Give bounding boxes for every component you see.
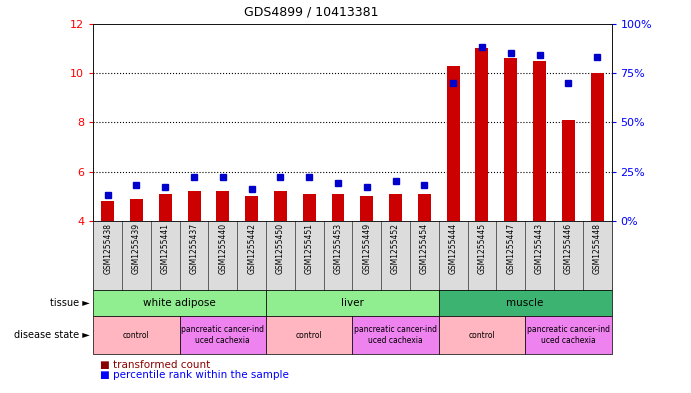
Text: GSM1255447: GSM1255447	[507, 223, 515, 274]
Bar	[332, 194, 345, 221]
Bar	[216, 191, 229, 221]
Bar	[591, 73, 604, 221]
Bar	[360, 196, 373, 221]
Text: control: control	[468, 331, 495, 340]
Bar	[562, 120, 575, 221]
Bar	[303, 194, 316, 221]
Bar	[274, 191, 287, 221]
Text: tissue ►: tissue ►	[50, 298, 90, 308]
Text: GSM1255452: GSM1255452	[391, 223, 400, 274]
Text: ■ percentile rank within the sample: ■ percentile rank within the sample	[100, 370, 289, 380]
Bar	[504, 58, 518, 221]
Text: white adipose: white adipose	[143, 298, 216, 308]
Text: GSM1255441: GSM1255441	[161, 223, 170, 274]
Bar	[101, 201, 114, 221]
Text: GSM1255440: GSM1255440	[218, 223, 227, 274]
Text: GSM1255444: GSM1255444	[448, 223, 457, 274]
Text: control: control	[296, 331, 323, 340]
Bar	[245, 196, 258, 221]
Bar	[130, 199, 143, 221]
Text: liver: liver	[341, 298, 364, 308]
Text: pancreatic cancer-ind
uced cachexia: pancreatic cancer-ind uced cachexia	[527, 325, 610, 345]
Bar	[389, 194, 402, 221]
Text: GSM1255454: GSM1255454	[420, 223, 429, 274]
Text: GSM1255443: GSM1255443	[535, 223, 544, 274]
Text: GSM1255451: GSM1255451	[305, 223, 314, 274]
Text: GSM1255438: GSM1255438	[103, 223, 112, 274]
Text: GSM1255437: GSM1255437	[189, 223, 198, 274]
Text: GSM1255449: GSM1255449	[362, 223, 371, 274]
Text: GSM1255446: GSM1255446	[564, 223, 573, 274]
Bar	[418, 194, 431, 221]
Text: GSM1255448: GSM1255448	[593, 223, 602, 274]
Text: GDS4899 / 10413381: GDS4899 / 10413381	[244, 6, 378, 19]
Text: GSM1255453: GSM1255453	[334, 223, 343, 274]
Text: pancreatic cancer-ind
uced cachexia: pancreatic cancer-ind uced cachexia	[181, 325, 265, 345]
Bar	[446, 66, 460, 221]
Text: GSM1255442: GSM1255442	[247, 223, 256, 274]
Bar	[187, 191, 200, 221]
Text: muscle: muscle	[507, 298, 544, 308]
Text: GSM1255439: GSM1255439	[132, 223, 141, 274]
Text: GSM1255445: GSM1255445	[477, 223, 486, 274]
Text: ■ transformed count: ■ transformed count	[100, 360, 211, 371]
Bar	[533, 61, 546, 221]
Bar	[159, 194, 172, 221]
Text: pancreatic cancer-ind
uced cachexia: pancreatic cancer-ind uced cachexia	[354, 325, 437, 345]
Text: control: control	[123, 331, 150, 340]
Text: GSM1255450: GSM1255450	[276, 223, 285, 274]
Text: disease state ►: disease state ►	[14, 330, 90, 340]
Bar	[475, 48, 489, 221]
